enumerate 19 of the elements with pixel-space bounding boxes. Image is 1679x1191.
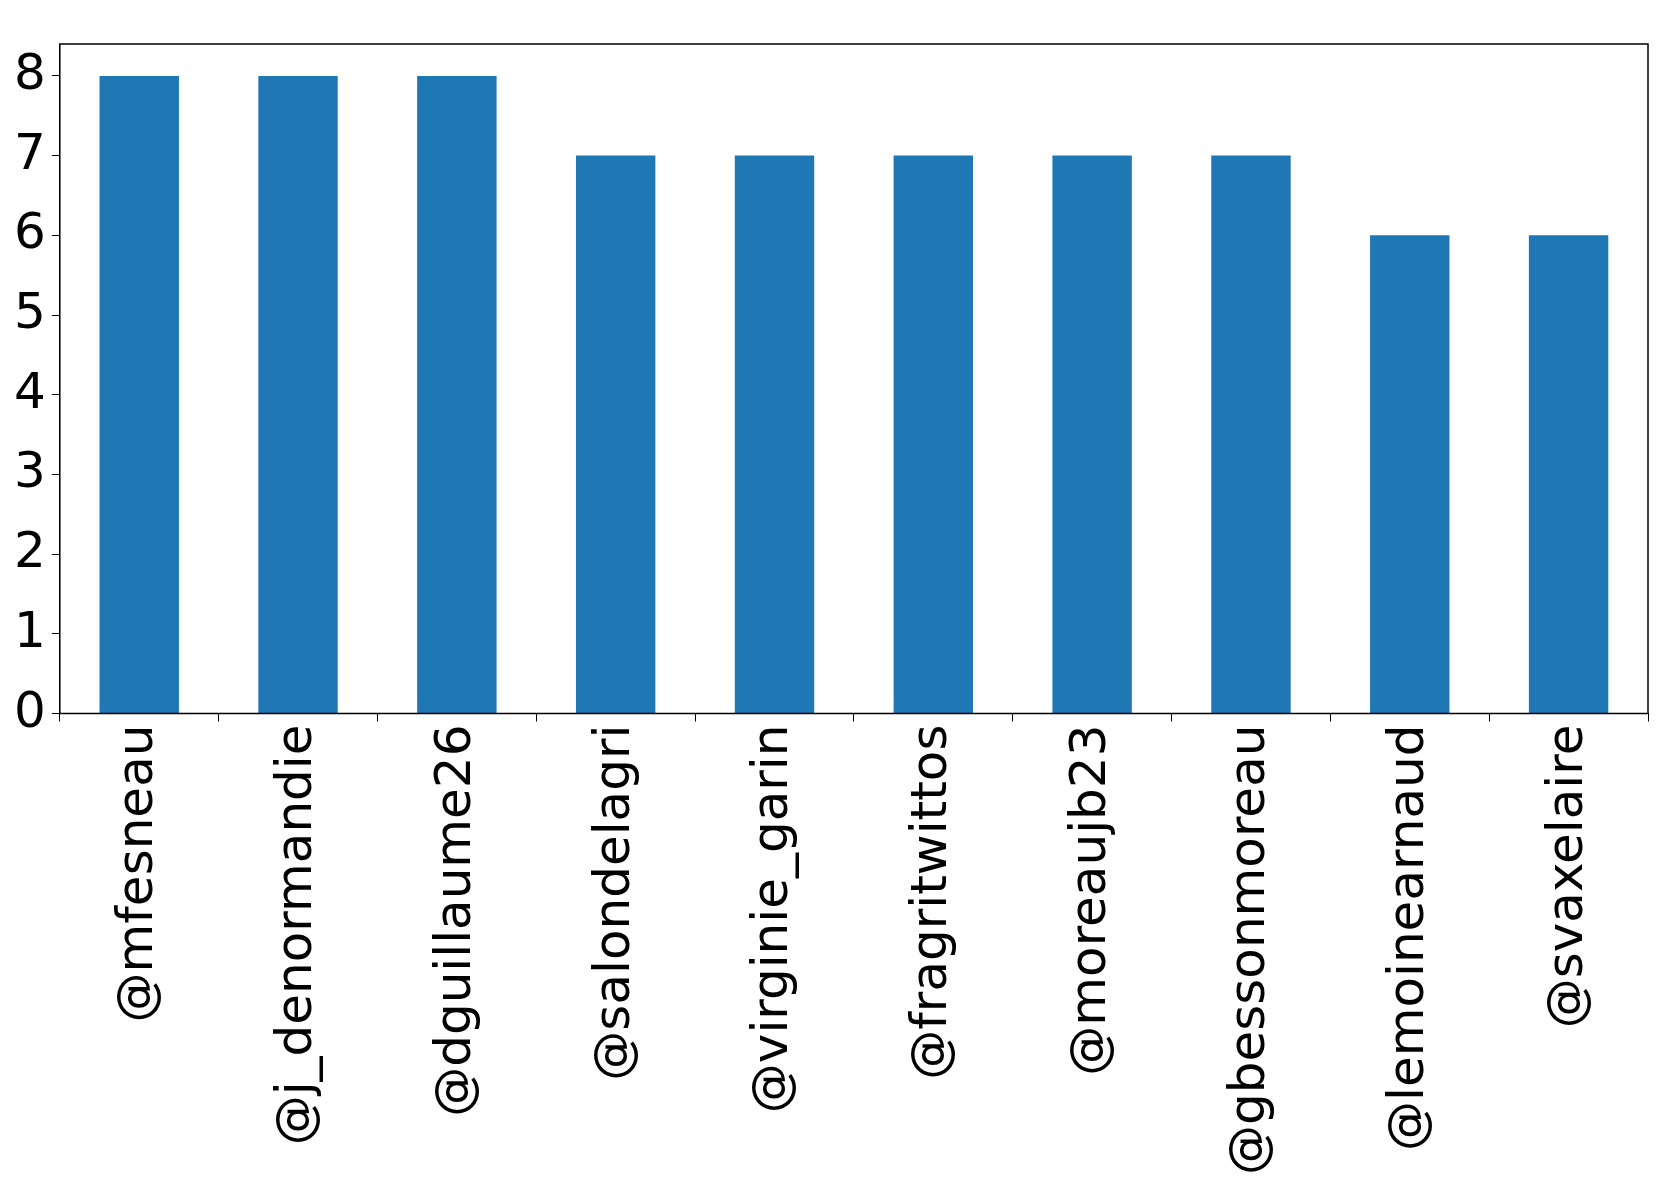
y-tick-label: 3: [14, 441, 46, 500]
x-tick-label: @salondelagri: [582, 724, 641, 1081]
x-tick-label: @fragritwittos: [900, 724, 959, 1080]
y-tick-label: 8: [14, 42, 46, 101]
y-tick-label: 2: [14, 521, 46, 580]
x-tick-label: @moreaujb23: [1059, 724, 1118, 1076]
x-tick-label: @gbessonmoreau: [1217, 724, 1276, 1175]
x-tick-label: @j_denormandie: [265, 724, 324, 1146]
y-tick-label: 1: [14, 600, 46, 659]
x-tick-label: @dguillaume26: [423, 724, 482, 1117]
y-tick-label: 7: [14, 122, 46, 181]
y-tick-label: 4: [14, 361, 46, 420]
y-tick-label: 5: [14, 281, 46, 340]
x-tick-label: @lemoinearnaud: [1376, 724, 1435, 1151]
x-tick-label: @svaxelaire: [1535, 724, 1594, 1029]
y-tick-label: 0: [14, 680, 46, 739]
y-tick-label: 6: [14, 202, 46, 261]
x-tick-label: @mfesneau: [106, 724, 165, 1023]
x-tick-label: @virginie_garin: [741, 724, 800, 1114]
